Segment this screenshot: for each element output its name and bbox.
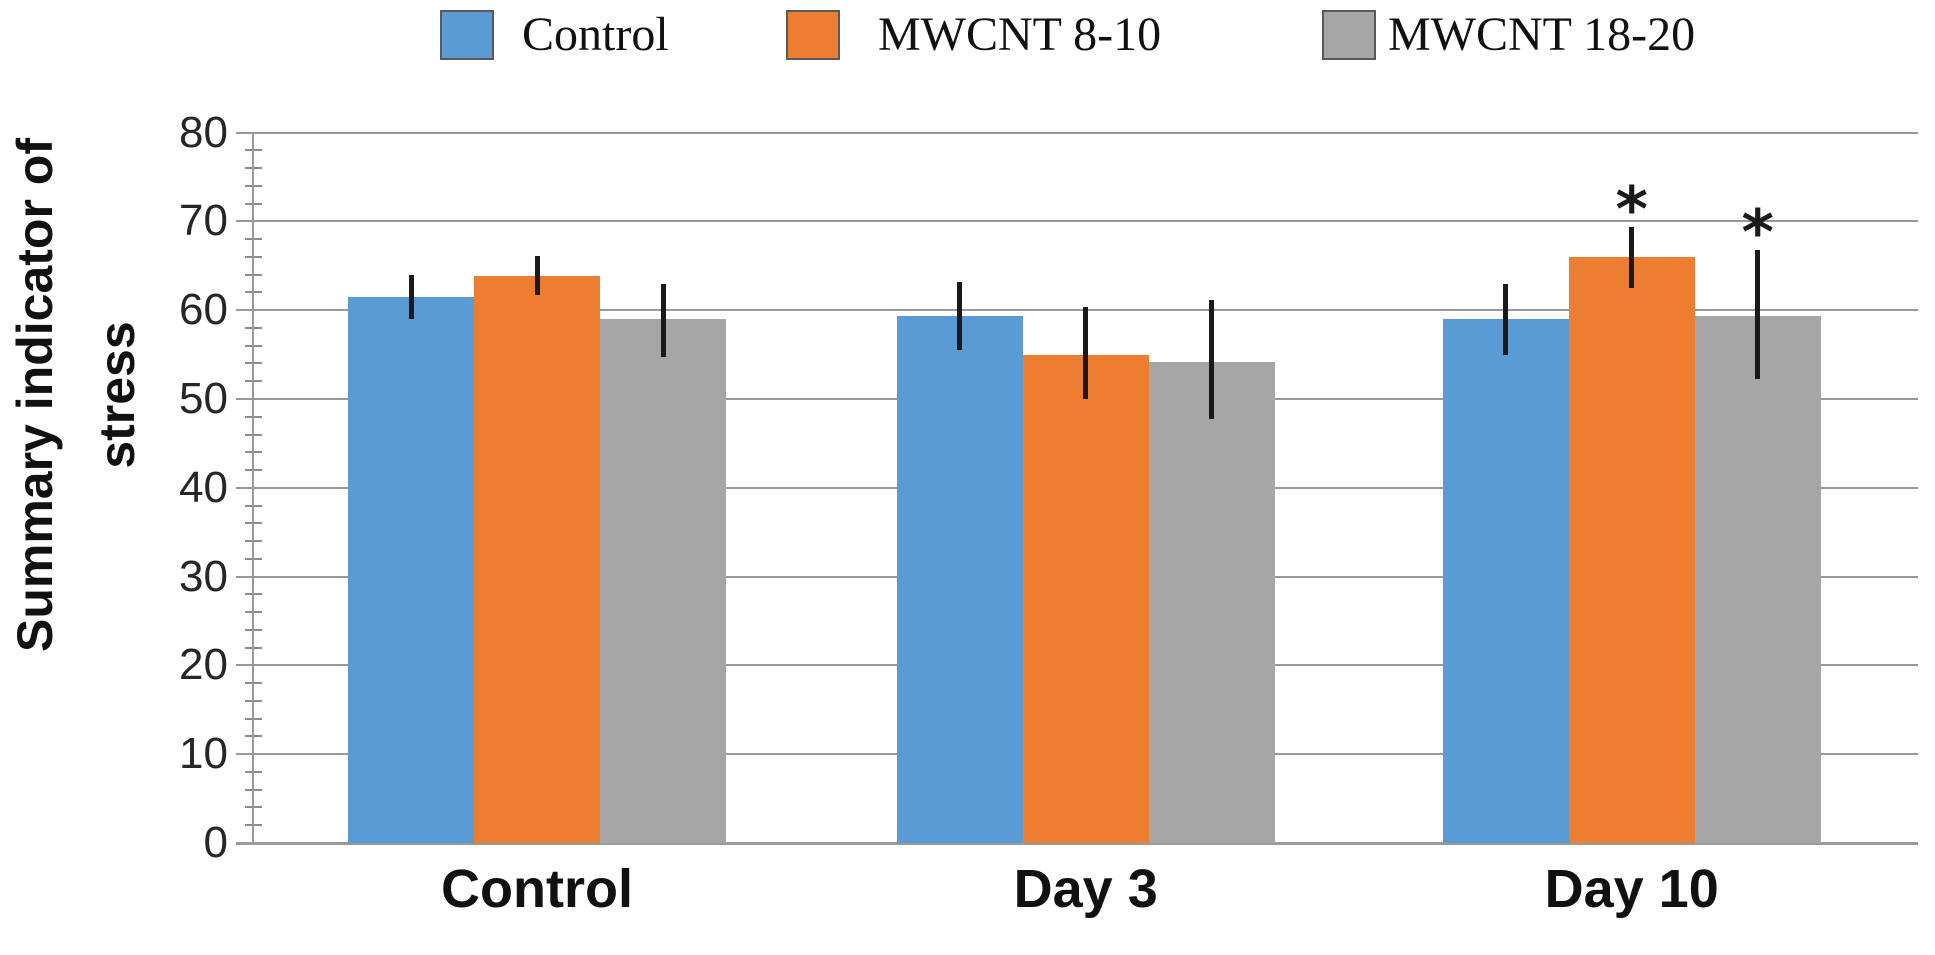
legend-item-control: Control <box>440 6 669 64</box>
legend-swatch <box>786 10 840 60</box>
legend-swatch <box>440 10 494 60</box>
error-bar <box>1755 249 1761 380</box>
x-category-label-control: Control <box>441 859 633 919</box>
y-tick-label-0: 0 <box>203 818 228 867</box>
y-tick-label-10: 10 <box>179 729 228 779</box>
bar-mwcnt-8-10-0 <box>474 276 600 843</box>
gridline-80 <box>236 131 1918 134</box>
error-bar <box>408 274 414 320</box>
significance-star: * <box>1741 195 1774 269</box>
legend-label: MWCNT 8-10 <box>878 8 1162 61</box>
y-tick-label-60: 60 <box>179 285 228 335</box>
error-bar <box>1209 299 1215 420</box>
legend-label: MWCNT 18-20 <box>1388 8 1696 61</box>
x-category-label-day-10: Day 10 <box>1544 859 1719 919</box>
bar-control-1 <box>896 316 1023 843</box>
bar-mwcnt-18-20-0 <box>600 319 726 843</box>
error-bar <box>1629 226 1635 288</box>
significance-star: * <box>1615 172 1648 246</box>
legend-swatch <box>1322 10 1376 60</box>
y-tick-label-70: 70 <box>179 196 228 246</box>
y-tick-label-50: 50 <box>179 374 228 423</box>
error-bar <box>660 283 666 358</box>
gridline-60 <box>236 309 1918 312</box>
y-axis-title-line1: Summary indicator of <box>7 138 63 652</box>
gridline-0 <box>236 841 1918 845</box>
bar-mwcnt-18-20-1 <box>1148 361 1275 843</box>
bar-control-2 <box>1442 319 1569 843</box>
bar-mwcnt-18-20-2 <box>1694 316 1821 843</box>
bar-mwcnt-8-10-2 <box>1568 256 1695 843</box>
bar-mwcnt-8-10-1 <box>1022 354 1149 843</box>
error-bar <box>1503 283 1509 355</box>
y-tick-label-40: 40 <box>179 462 228 512</box>
legend-label: Control <box>522 8 669 61</box>
y-tick-label-80: 80 <box>179 107 228 157</box>
error-bar <box>534 256 540 296</box>
y-tick-label-30: 30 <box>179 551 228 601</box>
bar-control-0 <box>348 296 474 843</box>
error-bar <box>957 281 963 351</box>
legend-item-mwcnt-18-20: MWCNT 18-20 <box>1322 6 1695 64</box>
legend-item-mwcnt-8-10: MWCNT 8-10 <box>786 6 1161 64</box>
error-bar <box>1083 306 1089 399</box>
y-axis-line <box>252 132 254 843</box>
y-tick-label-20: 20 <box>179 640 228 690</box>
gridline-70 <box>236 220 1918 223</box>
x-category-label-day-3: Day 3 <box>1013 859 1158 919</box>
